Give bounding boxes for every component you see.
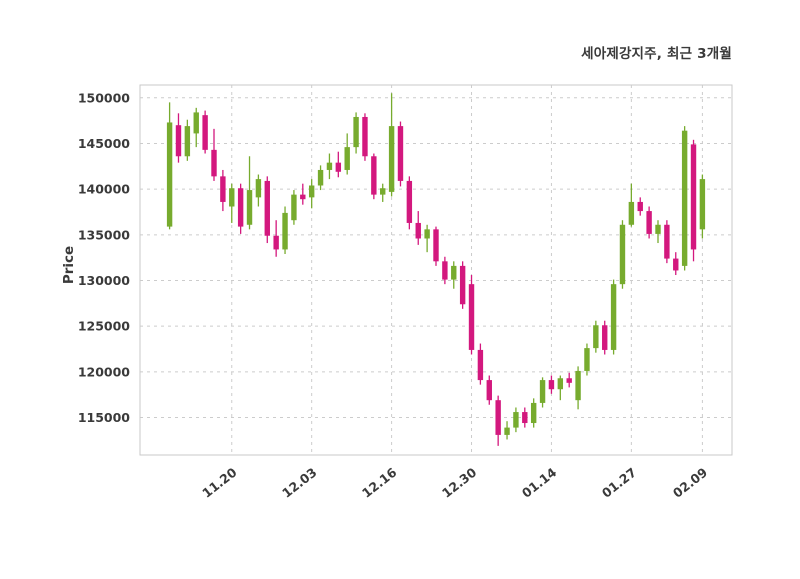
candle	[539, 377, 546, 408]
candle	[681, 126, 688, 271]
candle	[637, 197, 643, 216]
candle	[184, 119, 191, 161]
candle	[353, 112, 359, 154]
candle	[335, 151, 342, 178]
candle	[255, 174, 262, 207]
svg-text:125000: 125000	[78, 319, 130, 334]
candle	[291, 190, 297, 225]
candle	[406, 176, 413, 230]
candle	[264, 176, 270, 244]
candle	[397, 121, 404, 187]
candle	[415, 211, 421, 245]
candle	[273, 220, 279, 257]
candle	[610, 279, 617, 355]
svg-text:02.09: 02.09	[670, 465, 710, 501]
candle	[575, 366, 581, 410]
candle	[513, 407, 519, 433]
candle	[326, 153, 333, 180]
candle	[166, 102, 173, 230]
svg-text:120000: 120000	[78, 364, 130, 379]
svg-text:01.14: 01.14	[519, 464, 560, 500]
candle	[344, 133, 350, 175]
candle	[690, 139, 697, 262]
svg-text:135000: 135000	[78, 227, 130, 242]
candle	[486, 375, 492, 405]
candle	[175, 113, 182, 163]
candle	[388, 93, 395, 197]
candle	[584, 343, 590, 376]
candle	[451, 261, 457, 289]
candle	[246, 156, 253, 230]
svg-text:01.27: 01.27	[599, 465, 639, 501]
candle	[193, 107, 199, 148]
svg-text:140000: 140000	[78, 182, 130, 197]
candle	[442, 256, 448, 285]
candle	[380, 183, 386, 202]
svg-text:12.30: 12.30	[439, 464, 480, 500]
candle	[424, 224, 430, 253]
svg-text:145000: 145000	[78, 136, 130, 151]
svg-text:11.20: 11.20	[199, 464, 240, 500]
candle	[664, 220, 670, 264]
svg-text:115000: 115000	[78, 410, 130, 425]
candle	[220, 169, 226, 212]
candle	[646, 206, 652, 239]
candle	[282, 206, 288, 255]
candle	[495, 395, 501, 446]
candle	[673, 252, 679, 276]
candle	[229, 183, 235, 223]
candle	[371, 153, 377, 200]
candle	[237, 183, 244, 234]
svg-text:12.16: 12.16	[359, 464, 400, 500]
candle	[530, 398, 537, 428]
x-tick-labels: 11.20 12.03 12.16 12.30 01.14 01.27 02.09	[199, 464, 710, 500]
candle	[504, 421, 510, 440]
candle	[468, 275, 475, 355]
candle	[655, 220, 661, 244]
candle	[300, 183, 306, 205]
candles	[166, 93, 706, 446]
candle	[522, 407, 528, 428]
candle	[211, 128, 217, 181]
chart-title: 세아제강지주, 최근 3개월	[581, 46, 732, 62]
candle	[459, 261, 466, 309]
candle	[628, 183, 635, 227]
candle	[202, 110, 208, 154]
svg-text:130000: 130000	[78, 273, 130, 288]
svg-text:150000: 150000	[78, 90, 130, 105]
candle	[548, 375, 555, 394]
y-tick-labels: 115000 120000 125000 130000 135000 140000 1450…	[78, 90, 130, 425]
candle	[308, 179, 315, 209]
y-axis-label: Price	[61, 245, 77, 285]
svg-text:12.03: 12.03	[279, 465, 319, 501]
candle	[557, 375, 564, 401]
candle	[477, 343, 484, 385]
candle	[619, 220, 626, 289]
candle	[433, 226, 439, 266]
candle	[317, 165, 324, 191]
plot-area	[139, 84, 733, 456]
candle	[566, 372, 572, 388]
candle	[362, 113, 368, 161]
candle	[602, 320, 608, 355]
candle	[699, 174, 706, 239]
candle	[593, 320, 599, 353]
